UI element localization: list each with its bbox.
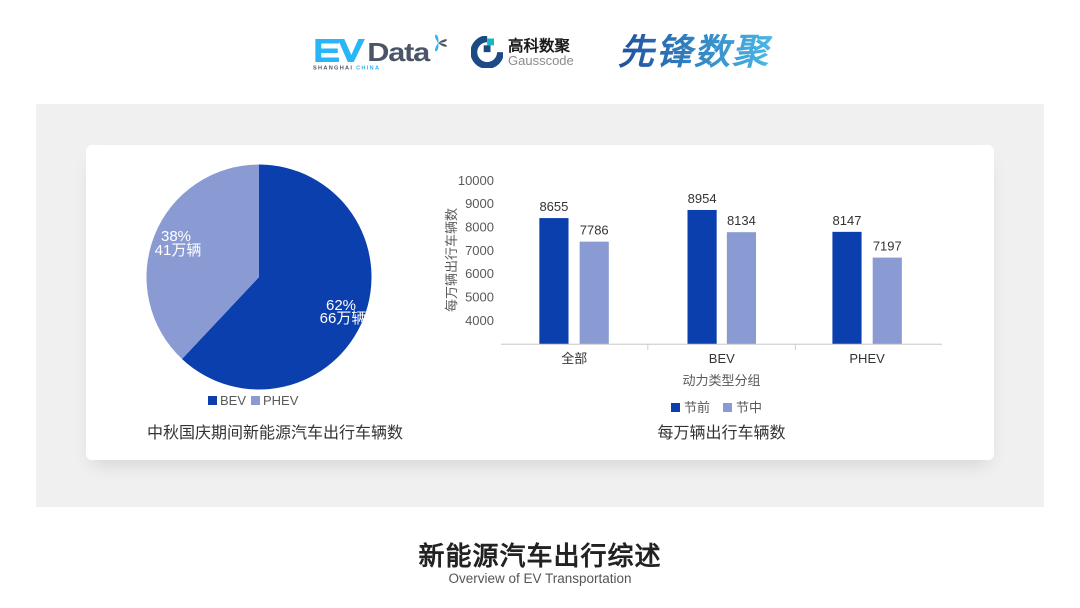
svg-text:8000: 8000 [465, 219, 494, 234]
svg-text:10000: 10000 [458, 173, 494, 188]
svg-text:动力类型分组: 动力类型分组 [682, 373, 760, 388]
svg-text:7000: 7000 [465, 243, 494, 258]
svg-text:每万辆出行车辆数: 每万辆出行车辆数 [444, 208, 459, 312]
svg-text:全部: 全部 [561, 351, 587, 366]
svg-text:PHEV: PHEV [849, 351, 885, 366]
svg-text:节前: 节前 [684, 400, 710, 415]
svg-text:66万辆: 66万辆 [320, 310, 367, 327]
svg-text:8147: 8147 [833, 213, 862, 228]
svg-text:8954: 8954 [688, 191, 717, 206]
svg-text:Gausscode: Gausscode [508, 53, 574, 68]
svg-text:7197: 7197 [873, 239, 902, 254]
svg-text:Data: Data [367, 38, 430, 67]
svg-text:先锋数聚: 先锋数聚 [618, 34, 773, 72]
svg-text:中秋国庆期间新能源汽车出行车辆数: 中秋国庆期间新能源汽车出行车辆数 [147, 424, 403, 442]
svg-text:5000: 5000 [465, 290, 494, 305]
svg-text:41万辆: 41万辆 [155, 242, 202, 259]
svg-text:BEV: BEV [220, 393, 246, 408]
svg-text:BEV: BEV [709, 351, 735, 366]
svg-text:PHEV: PHEV [263, 393, 299, 408]
svg-text:9000: 9000 [465, 196, 494, 211]
svg-text:6000: 6000 [465, 266, 494, 281]
svg-text:每万辆出行车辆数: 每万辆出行车辆数 [657, 424, 785, 442]
svg-text:4000: 4000 [465, 313, 494, 328]
svg-text:8655: 8655 [539, 199, 568, 214]
svg-text:节中: 节中 [736, 400, 762, 415]
svg-text:7786: 7786 [580, 223, 609, 238]
svg-text:8134: 8134 [727, 213, 756, 228]
svg-text:SHANGHAI CHINA: SHANGHAI CHINA [313, 66, 380, 71]
